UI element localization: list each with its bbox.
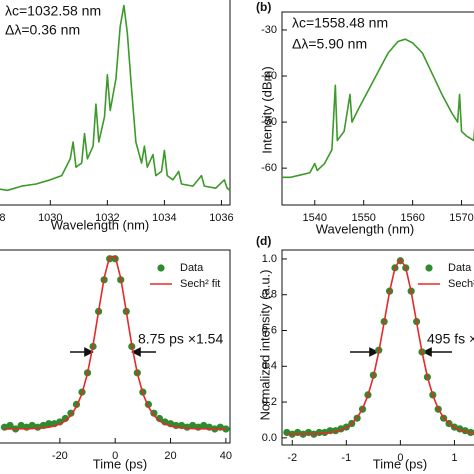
plot-frame [281,11,474,206]
legend-marker [425,264,433,272]
y-tick-label: 0.4 [262,360,277,372]
data-line [0,4,231,192]
x-tick-label: -1 [341,452,351,464]
annotation: Δλ=5.90 nm [292,36,367,52]
annotation: λc=1558.48 nm [292,15,388,31]
panel-label: (b) [256,0,271,14]
x-tick-label: 20 [164,450,176,462]
x-tick-label: -20 [52,450,68,462]
data-line [282,38,474,179]
annotation: Δλ=0.36 nm [5,22,80,38]
legend-marker [157,264,165,272]
x-tick-label: -2 [287,452,297,464]
x-tick-label: 1036 [209,212,233,224]
data-point [6,421,14,430]
data-point [45,420,53,428]
x-tick-label: 1034 [152,212,176,224]
x-axis-label: Time (ps) [93,456,147,471]
y-axis-label: Normalized intensity (a.u.) [257,270,272,421]
data-point [189,421,197,430]
plot-frame [281,249,474,446]
x-tick-label: 1560 [400,212,424,224]
x-tick-label: 0 [397,452,403,464]
legend-label: Sech² fit [448,278,474,290]
data-line [4,255,226,430]
x-tick-label: 1540 [303,212,327,224]
y-tick-label: 0.0 [262,432,277,444]
annotation: 8.75 ps ×1.54 [138,331,223,347]
y-tick-label: 0.8 [262,289,277,301]
data-point [222,425,230,433]
x-tick-label: 40 [220,450,232,462]
x-axis-label: Wavelength (nm) [51,217,150,232]
y-tick-label: -50 [261,116,277,128]
y-tick-label: 1.0 [262,253,277,265]
plot-frame [0,0,231,206]
x-axis-label: Wavelength (nm) [316,221,415,236]
data-line [286,258,474,436]
y-tick-label: -40 [261,70,277,82]
legend-label: Data [180,262,204,274]
data-point [17,421,25,430]
legend-label: Sech² fit [180,278,220,290]
annotation: 495 fs ×1.54 [427,331,474,347]
x-tick-label: 1028 [0,212,6,224]
y-tick-label: 0.6 [262,324,277,336]
x-tick-label: 1550 [351,212,375,224]
y-tick-label: 0.2 [262,396,277,408]
data-point [200,421,208,430]
x-axis-label: Time (ps) [373,456,427,471]
x-tick-label: 1032 [95,212,119,224]
x-tick-label: 1 [451,452,457,464]
annotation: λc=1032.58 nm [5,3,101,19]
legend-label: Data [448,262,472,274]
panel-label: (d) [256,234,271,248]
y-tick-label: -30 [261,24,277,36]
x-tick-label: 0 [112,450,118,462]
data-point [28,421,36,430]
x-tick-label: 1030 [38,212,62,224]
y-tick-label: -60 [261,162,277,174]
x-tick-label: 1570 [449,212,473,224]
plot-frame [0,249,231,444]
y-axis-label: Intensity (dBm) [259,66,274,153]
